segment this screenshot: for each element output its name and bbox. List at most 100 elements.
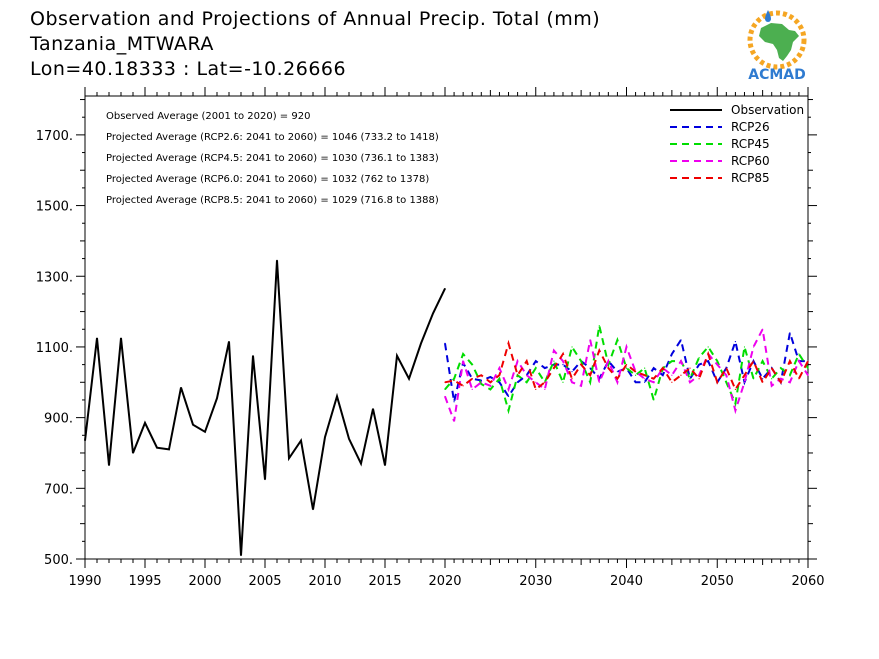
data-point-observation (240, 554, 242, 557)
data-point-rcp26 (453, 401, 455, 403)
data-point-rcp85 (535, 388, 537, 390)
x-tick-label: 2060 (791, 574, 824, 589)
data-point-rcp60 (462, 360, 464, 362)
data-point-rcp45 (625, 367, 628, 369)
data-point-rcp45 (562, 381, 564, 383)
annotation-line: Projected Average (RCP4.5: 2041 to 2060)… (106, 153, 439, 164)
data-point-rcp26 (653, 367, 655, 369)
station-coordinates: Lon=40.18333 : Lat=-10.26666 (30, 58, 347, 80)
station-name: Tanzania_MTWARA (30, 33, 214, 55)
series-line-rcp85 (444, 339, 809, 392)
data-point-rcp45 (480, 383, 482, 385)
data-point-rcp85 (453, 379, 455, 382)
data-point-observation (396, 355, 398, 357)
data-point-rcp26 (544, 367, 546, 369)
x-tick-label: 2010 (308, 574, 341, 589)
data-point-rcp26 (698, 364, 700, 366)
data-point-rcp85 (698, 378, 700, 380)
data-point-rcp85 (680, 374, 682, 376)
data-point-rcp26 (680, 339, 682, 341)
annotation-line: Projected Average (RCP8.5: 2041 to 2060)… (106, 195, 439, 206)
data-point-rcp45 (671, 360, 673, 362)
data-point-observation (180, 386, 182, 389)
legend-label: RCP85 (731, 171, 770, 185)
data-point-rcp60 (798, 360, 800, 362)
data-point-rcp60 (489, 385, 491, 387)
data-point-rcp85 (707, 353, 709, 355)
data-point-rcp60 (480, 381, 482, 383)
data-point-observation (204, 431, 206, 433)
data-point-rcp45 (689, 378, 691, 380)
data-point-observation (144, 422, 146, 424)
x-tick-label: 2015 (368, 574, 401, 589)
data-point-rcp26 (589, 367, 591, 369)
x-tick-label: 2050 (701, 574, 734, 589)
data-point-rcp60 (680, 360, 682, 362)
africa-map-icon (759, 23, 799, 61)
data-point-rcp85 (634, 371, 637, 373)
data-point-rcp26 (616, 371, 619, 373)
data-point-rcp85 (571, 378, 573, 380)
data-point-rcp85 (734, 388, 737, 390)
data-point-observation (276, 259, 278, 261)
data-point-rcp26 (734, 341, 737, 343)
data-point-rcp26 (762, 378, 764, 380)
data-point-rcp45 (598, 325, 600, 327)
annotation-line: Observed Average (2001 to 2020) = 920 (106, 111, 310, 122)
data-point-rcp60 (743, 381, 746, 383)
data-point-rcp45 (634, 374, 637, 376)
data-point-rcp85 (807, 360, 809, 362)
data-point-observation (432, 312, 434, 314)
x-tick-label: 2020 (428, 574, 461, 589)
data-point-rcp60 (716, 364, 718, 366)
data-point-rcp60 (544, 388, 546, 390)
y-tick-label: 1700. (36, 129, 73, 144)
data-point-rcp45 (734, 402, 737, 405)
legend: Observation RCP26 RCP45 RCP60 RCP85 (670, 103, 804, 185)
data-point-observation (108, 464, 110, 466)
data-point-rcp26 (662, 374, 664, 376)
water-drop-icon (765, 10, 771, 22)
y-tick-label: 1300. (36, 270, 73, 285)
data-point-rcp60 (517, 360, 519, 362)
y-tick-label: 900. (44, 412, 73, 427)
data-point-rcp45 (507, 409, 510, 412)
data-point-rcp60 (535, 381, 537, 383)
data-point-rcp85 (517, 374, 519, 376)
data-point-rcp60 (752, 346, 755, 348)
series-lines (84, 259, 809, 557)
data-point-rcp85 (644, 374, 646, 376)
data-point-observation (132, 452, 134, 454)
data-point-observation (360, 462, 362, 465)
data-point-observation (120, 337, 122, 339)
data-point-observation (312, 508, 314, 511)
data-point-rcp26 (634, 381, 637, 383)
data-point-rcp45 (698, 356, 700, 359)
data-point-observation (156, 447, 158, 449)
data-point-rcp85 (653, 378, 655, 380)
data-point-rcp60 (689, 381, 691, 383)
legend-label: RCP45 (731, 137, 770, 151)
data-point-rcp26 (517, 381, 519, 383)
x-tick-label: 2030 (519, 574, 552, 589)
data-point-rcp85 (489, 381, 491, 383)
data-point-rcp45 (489, 388, 491, 390)
sun-rays-icon (747, 10, 807, 70)
annotation-block: Observed Average (2001 to 2020) = 920 Pro… (106, 111, 439, 206)
data-point-rcp85 (662, 367, 664, 369)
x-tick-label: 2005 (248, 574, 281, 589)
data-point-rcp85 (589, 374, 591, 376)
legend-label: RCP26 (731, 120, 770, 134)
data-point-rcp85 (598, 349, 600, 352)
data-point-rcp45 (526, 381, 528, 383)
data-point-rcp45 (444, 388, 446, 390)
data-point-rcp60 (471, 388, 473, 390)
data-point-rcp26 (562, 364, 564, 366)
y-axis: 500. 700. 900. 1100. 1300. 1500. 1700. (36, 99, 817, 568)
data-point-rcp85 (762, 381, 764, 383)
data-point-rcp85 (625, 364, 628, 366)
plot-border (84, 95, 809, 560)
data-point-rcp45 (771, 378, 773, 380)
data-point-rcp85 (480, 374, 482, 376)
y-tick-label: 700. (44, 482, 73, 497)
